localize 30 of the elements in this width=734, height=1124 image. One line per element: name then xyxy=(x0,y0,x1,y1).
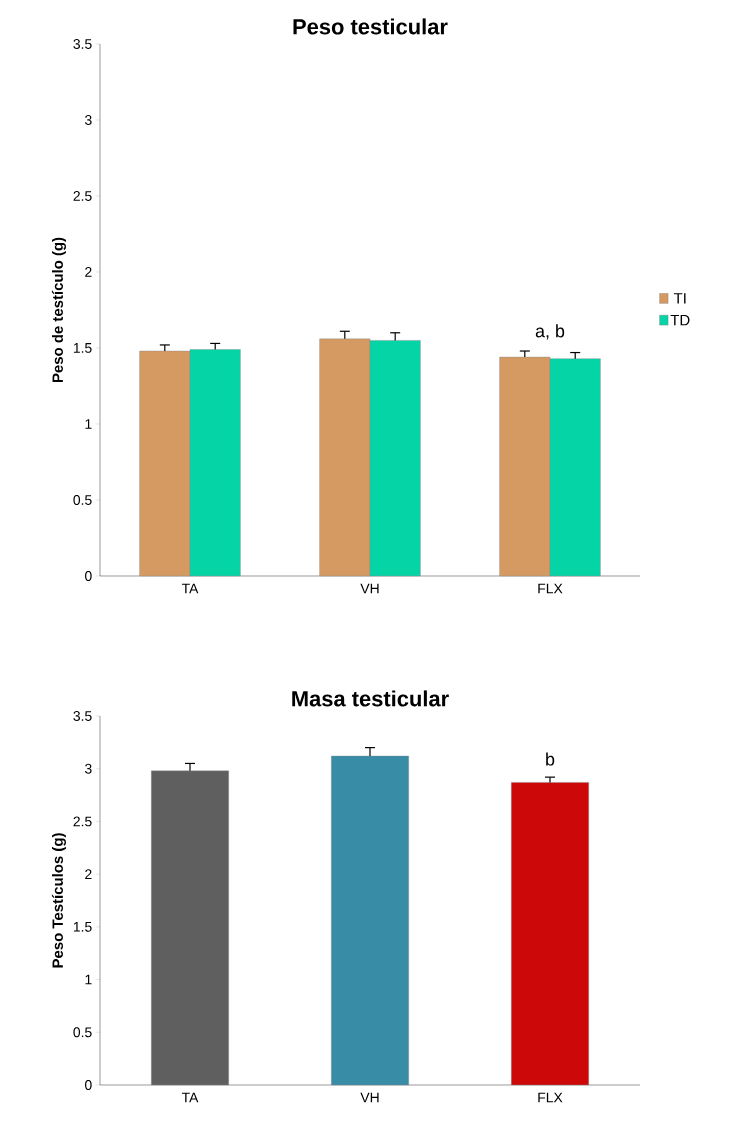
x-tick-label: FLX xyxy=(538,583,563,594)
legend-label: TD xyxy=(670,314,690,326)
y-tick-label: 0 xyxy=(85,1080,92,1090)
x-tick-label: VH xyxy=(360,1092,379,1103)
y-tick-label: 3.5 xyxy=(73,711,92,721)
x-tick-label: FLX xyxy=(538,1092,563,1103)
y-tick-label: 0.5 xyxy=(73,495,92,505)
y-tick-label: 2 xyxy=(85,869,92,879)
y-axis-title: Peso de testículo (g) xyxy=(51,237,66,383)
y-tick-label: 1 xyxy=(85,419,92,429)
y-tick-label: 0.5 xyxy=(73,1027,92,1038)
annotation: b xyxy=(546,752,555,766)
x-tick-label: VH xyxy=(360,583,379,594)
y-tick-label: 2 xyxy=(85,267,92,277)
annotation: a, b xyxy=(535,324,565,340)
x-tick-label: TA xyxy=(181,583,199,594)
y-axis-title: Peso Testículos (g) xyxy=(51,833,66,968)
x-tick-label: TA xyxy=(181,1092,199,1103)
y-tick-label: 1 xyxy=(85,974,92,985)
chart-title: Peso testicular xyxy=(293,18,448,35)
y-tick-label: 0 xyxy=(85,571,92,581)
y-tick-label: 1.5 xyxy=(73,343,92,353)
y-tick-label: 2.5 xyxy=(73,816,92,827)
y-tick-label: 3 xyxy=(85,115,92,125)
y-tick-label: 3 xyxy=(85,763,92,774)
y-tick-label: 1.5 xyxy=(73,921,92,932)
legend-label: TI xyxy=(673,293,686,304)
chart-title: Masa testicular xyxy=(292,690,449,707)
y-tick-label: 3.5 xyxy=(73,39,92,49)
y-tick-label: 2.5 xyxy=(73,191,92,201)
